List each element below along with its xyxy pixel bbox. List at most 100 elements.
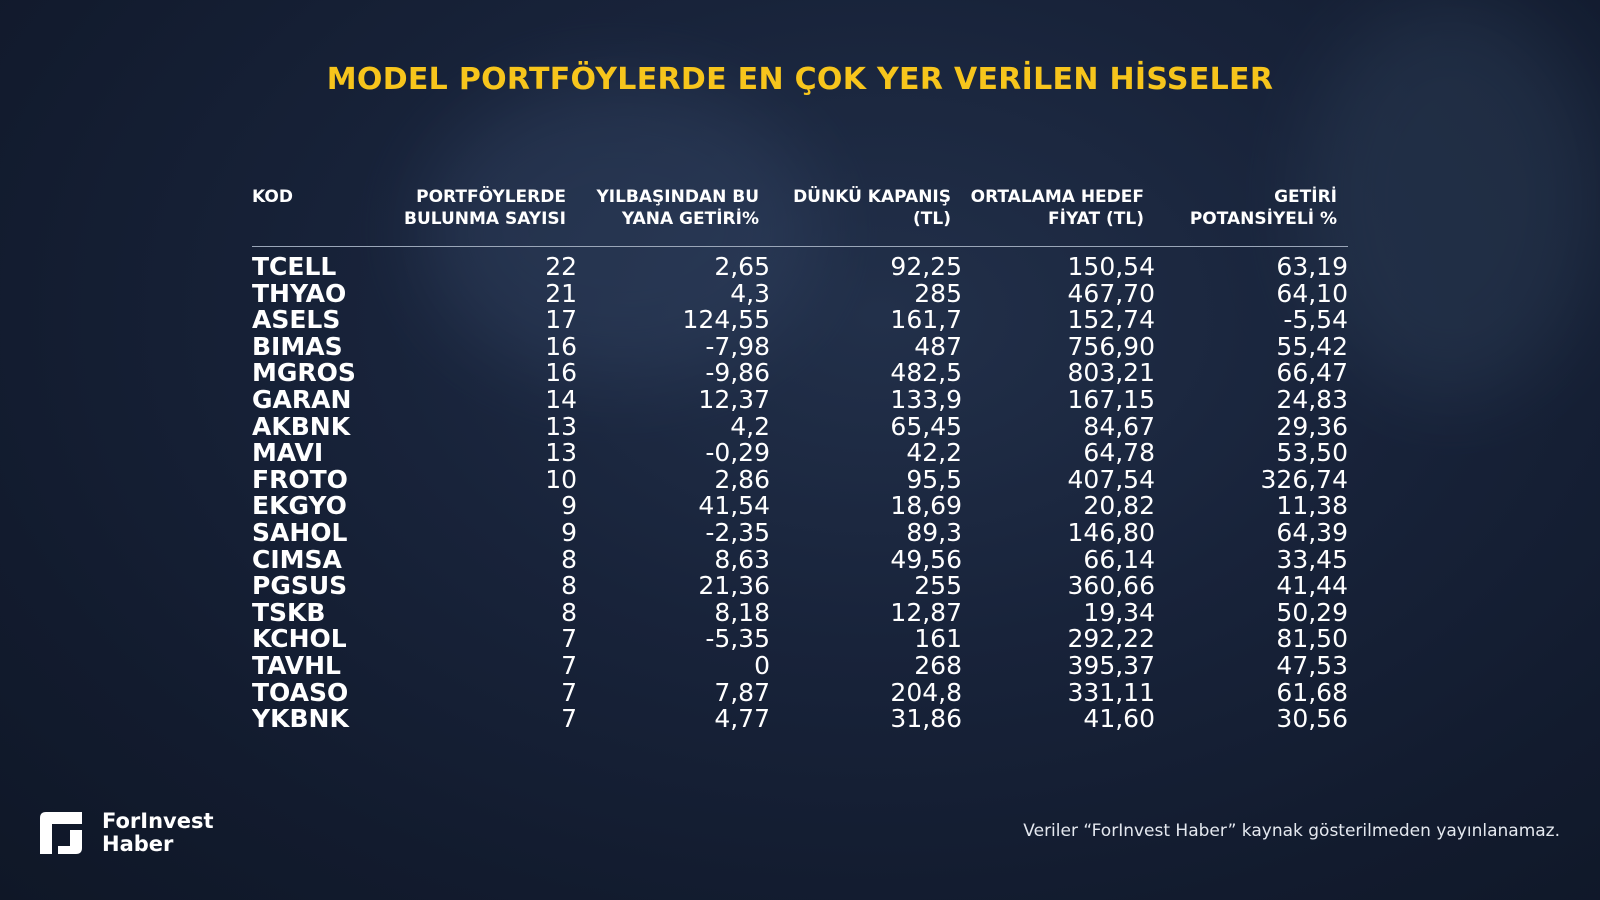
- table-cell: 9: [561, 517, 577, 547]
- table-cell: -2,35: [705, 517, 770, 547]
- table-cell: 16: [545, 331, 577, 361]
- table-row: TAVHL 7 0 268 395,37 47,53: [252, 650, 1348, 680]
- page-title: MODEL PORTFÖYLERDE EN ÇOK YER VERİLEN Hİ…: [326, 62, 1274, 97]
- table-cell: 42,2: [906, 438, 962, 468]
- table-header: KOD PORTFÖYLERDE BULUNMA SAYISI YILBAŞINDA…: [252, 186, 1348, 247]
- column-header: KOD: [252, 187, 293, 207]
- table-cell: 7: [561, 624, 577, 654]
- table-cell: 61,68: [1276, 677, 1348, 707]
- table-row: TOASO 7 7,87 204,8 331,11 61,68: [252, 677, 1348, 707]
- table-cell: 19,34: [1083, 597, 1155, 627]
- table-cell: 20,82: [1083, 491, 1155, 521]
- table-row: MAVI 13 -0,29 42,2 64,78 53,50: [252, 440, 1348, 467]
- forinvest-logo: ForInvest Haber: [40, 810, 214, 856]
- table-cell: 467,70: [1067, 278, 1155, 308]
- stock-code: TSKB: [252, 597, 326, 627]
- table-row: EKGYO 9 41,54 18,69 20,82 11,38: [252, 493, 1348, 520]
- table-cell: 21: [545, 278, 577, 308]
- table-cell: 12,87: [890, 597, 962, 627]
- table-cell: 0: [754, 650, 770, 680]
- table-row: TSKB 8 8,18 12,87 19,34 50,29: [252, 597, 1348, 627]
- table-row: THYAO 21 4,3 285 467,70 64,10: [252, 278, 1348, 308]
- table-cell: 89,3: [906, 517, 962, 547]
- table-row: AKBNK 13 4,2 65,45 84,67 29,36: [252, 411, 1348, 441]
- logo-line2: Haber: [102, 832, 174, 856]
- table-cell: 14: [545, 384, 577, 414]
- table-cell: 41,60: [1083, 704, 1155, 734]
- table-cell: 124,55: [682, 305, 770, 335]
- table-cell: 756,90: [1067, 331, 1155, 361]
- stock-code: PGSUS: [252, 571, 348, 601]
- stock-code: MGROS: [252, 358, 356, 388]
- table-cell: 41,44: [1276, 571, 1348, 601]
- table-cell: 167,15: [1067, 384, 1155, 414]
- table-cell: 360,66: [1067, 571, 1155, 601]
- logo-line1: ForInvest: [102, 809, 214, 833]
- table-cell: 292,22: [1067, 624, 1155, 654]
- table-cell: 64,10: [1276, 278, 1348, 308]
- table-cell: 49,56: [890, 544, 962, 574]
- table-row: TCELL 22 2,65 92,25 150,54 63,19: [252, 252, 1348, 281]
- table-cell: 65,45: [890, 411, 962, 441]
- table-cell: 326,74: [1260, 464, 1348, 494]
- table-cell: 146,80: [1067, 517, 1155, 547]
- table-row: PGSUS 8 21,36 255 360,66 41,44: [252, 573, 1348, 600]
- stock-code: EKGYO: [252, 491, 347, 521]
- table-cell: 63,19: [1276, 252, 1348, 281]
- table-cell: 30,56: [1276, 704, 1348, 734]
- table-cell: 7: [561, 650, 577, 680]
- table-row: MGROS 16 -9,86 482,5 803,21 66,47: [252, 360, 1348, 387]
- table-cell: 150,54: [1067, 252, 1155, 281]
- table-cell: 50,29: [1276, 597, 1348, 627]
- table-cell: 4,77: [714, 704, 770, 734]
- table-row: SAHOL 9 -2,35 89,3 146,80 64,39: [252, 517, 1348, 547]
- table-cell: -5,35: [705, 624, 770, 654]
- table-cell: 8,63: [714, 544, 770, 574]
- stock-code: TOASO: [252, 677, 349, 707]
- table-cell: 18,69: [890, 491, 962, 521]
- table-cell: 13: [545, 438, 577, 468]
- table-row: ASELS 17 124,55 161,7 152,74 -5,54: [252, 307, 1348, 334]
- stock-code: TAVHL: [252, 650, 341, 680]
- stock-code: TCELL: [252, 252, 337, 281]
- stock-code: AKBNK: [252, 411, 351, 441]
- table-cell: 12,37: [698, 384, 770, 414]
- table-cell: 152,74: [1067, 305, 1155, 335]
- table-cell: 8,18: [714, 597, 770, 627]
- table-cell: 8: [561, 571, 577, 601]
- table-cell: 8: [561, 597, 577, 627]
- stock-code: SAHOL: [252, 517, 348, 547]
- table-cell: 29,36: [1276, 411, 1348, 441]
- table-cell: 161: [914, 624, 962, 654]
- table-cell: 31,86: [890, 704, 962, 734]
- logo-icon: [40, 812, 82, 854]
- table-cell: 487: [914, 331, 962, 361]
- table-cell: 133,9: [890, 384, 962, 414]
- table-cell: 64,78: [1083, 438, 1155, 468]
- stock-code: THYAO: [252, 278, 347, 308]
- table-cell: 407,54: [1067, 464, 1155, 494]
- table-cell: 803,21: [1067, 358, 1155, 388]
- stock-code: BIMAS: [252, 331, 343, 361]
- table-cell: 13: [545, 411, 577, 441]
- table-row: FROTO 10 2,86 95,5 407,54 326,74: [252, 464, 1348, 494]
- table-cell: 255: [914, 571, 962, 601]
- table-cell: 84,67: [1083, 411, 1155, 441]
- table-cell: -5,54: [1283, 305, 1348, 335]
- table-row: YKBNK 7 4,77 31,86 41,60 30,56: [252, 704, 1348, 734]
- table-cell: 16: [545, 358, 577, 388]
- table-cell: 66,14: [1083, 544, 1155, 574]
- stocks-table: KOD PORTFÖYLERDE BULUNMA SAYISI YILBAŞINDA…: [252, 186, 1348, 733]
- stock-code: KCHOL: [252, 624, 347, 654]
- table-cell: 10: [545, 464, 577, 494]
- table-row: KCHOL 7 -5,35 161 292,22 81,50: [252, 626, 1348, 653]
- column-header: PORTFÖYLERDE BULUNMA SAYISI: [404, 187, 566, 229]
- table-cell: 395,37: [1067, 650, 1155, 680]
- stock-code: CIMSA: [252, 544, 342, 574]
- stock-code: GARAN: [252, 384, 352, 414]
- background-glow: [420, 80, 820, 380]
- column-header: ORTALAMA HEDEF FİYAT (TL): [970, 187, 1144, 229]
- table-cell: 268: [914, 650, 962, 680]
- table-cell: -0,29: [705, 438, 770, 468]
- stock-code: FROTO: [252, 464, 348, 494]
